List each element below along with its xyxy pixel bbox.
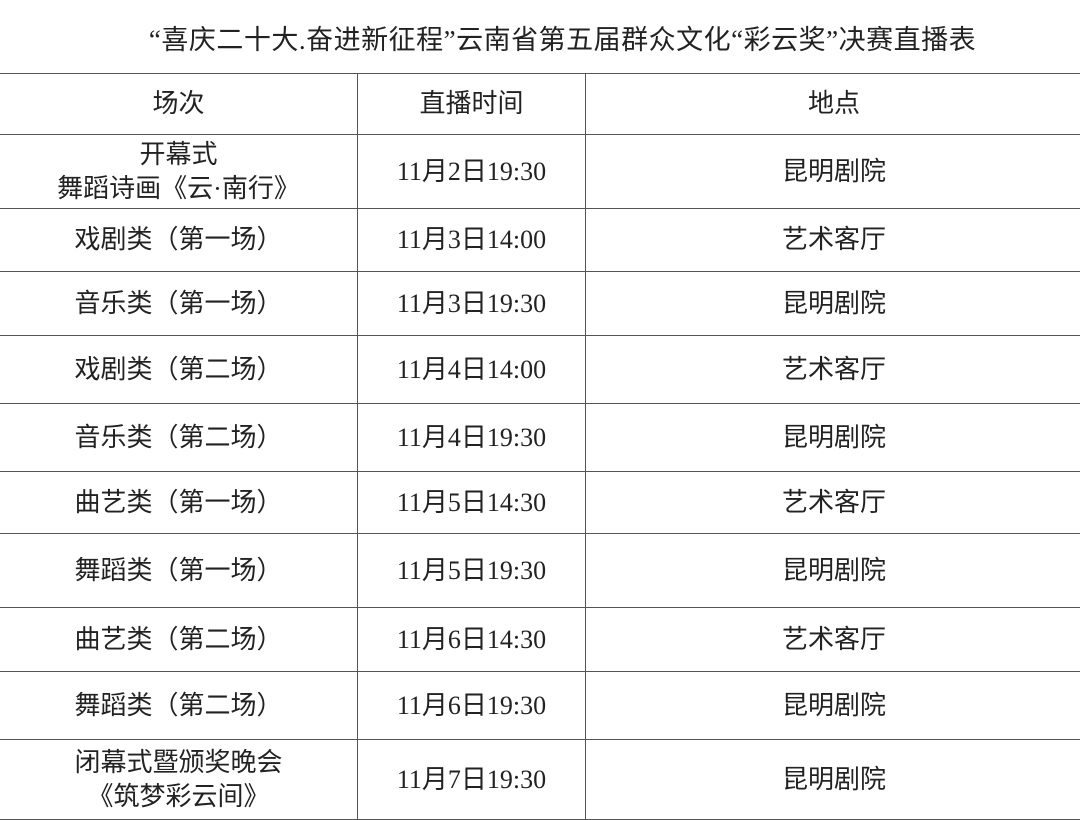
session-line: 音乐类（第一场） bbox=[0, 287, 357, 321]
cell-session: 音乐类（第一场） bbox=[0, 272, 358, 336]
session-line: 闭幕式暨颁奖晚会 bbox=[0, 746, 357, 780]
cell-time: 11月6日14:30 bbox=[358, 608, 586, 672]
session-line: 曲艺类（第二场） bbox=[0, 623, 357, 657]
cell-time: 11月2日19:30 bbox=[358, 135, 586, 209]
cell-venue: 昆明剧院 bbox=[586, 404, 1080, 472]
cell-session: 开幕式舞蹈诗画《云·南行》 bbox=[0, 135, 358, 209]
cell-time: 11月4日19:30 bbox=[358, 404, 586, 472]
cell-session: 曲艺类（第一场） bbox=[0, 472, 358, 534]
session-line: 开幕式 bbox=[0, 138, 357, 172]
cell-session: 音乐类（第二场） bbox=[0, 404, 358, 472]
cell-venue: 昆明剧院 bbox=[586, 135, 1080, 209]
session-line: 舞蹈类（第一场） bbox=[0, 554, 357, 588]
cell-session: 戏剧类（第二场） bbox=[0, 336, 358, 404]
cell-session: 舞蹈类（第二场） bbox=[0, 672, 358, 740]
table-header-row: 场次 直播时间 地点 bbox=[0, 74, 1080, 135]
session-line: 《筑梦彩云间》 bbox=[0, 780, 357, 814]
cell-venue: 昆明剧院 bbox=[586, 740, 1080, 820]
cell-venue: 昆明剧院 bbox=[586, 672, 1080, 740]
cell-venue: 昆明剧院 bbox=[586, 272, 1080, 336]
session-line: 音乐类（第二场） bbox=[0, 421, 357, 455]
header-venue: 地点 bbox=[586, 74, 1080, 135]
header-session: 场次 bbox=[0, 74, 358, 135]
cell-session: 曲艺类（第二场） bbox=[0, 608, 358, 672]
cell-time: 11月7日19:30 bbox=[358, 740, 586, 820]
session-line: 戏剧类（第二场） bbox=[0, 353, 357, 387]
cell-time: 11月5日14:30 bbox=[358, 472, 586, 534]
cell-time: 11月5日19:30 bbox=[358, 534, 586, 608]
session-line: 舞蹈诗画《云·南行》 bbox=[0, 172, 357, 206]
header-time: 直播时间 bbox=[358, 74, 586, 135]
cell-time: 11月3日14:00 bbox=[358, 209, 586, 272]
document-title: “喜庆二十大.奋进新征程”云南省第五届群众文化“彩云奖”决赛直播表 bbox=[0, 18, 1080, 57]
session-line: 曲艺类（第一场） bbox=[0, 486, 357, 520]
cell-venue: 艺术客厅 bbox=[586, 472, 1080, 534]
cell-time: 11月3日19:30 bbox=[358, 272, 586, 336]
cell-venue: 艺术客厅 bbox=[586, 336, 1080, 404]
cell-session: 戏剧类（第一场） bbox=[0, 209, 358, 272]
cell-time: 11月4日14:00 bbox=[358, 336, 586, 404]
cell-venue: 艺术客厅 bbox=[586, 608, 1080, 672]
cell-time: 11月6日19:30 bbox=[358, 672, 586, 740]
cell-session: 闭幕式暨颁奖晚会《筑梦彩云间》 bbox=[0, 740, 358, 820]
cell-venue: 昆明剧院 bbox=[586, 534, 1080, 608]
cell-session: 舞蹈类（第一场） bbox=[0, 534, 358, 608]
session-line: 戏剧类（第一场） bbox=[0, 223, 357, 257]
cell-venue: 艺术客厅 bbox=[586, 209, 1080, 272]
session-line: 舞蹈类（第二场） bbox=[0, 689, 357, 723]
